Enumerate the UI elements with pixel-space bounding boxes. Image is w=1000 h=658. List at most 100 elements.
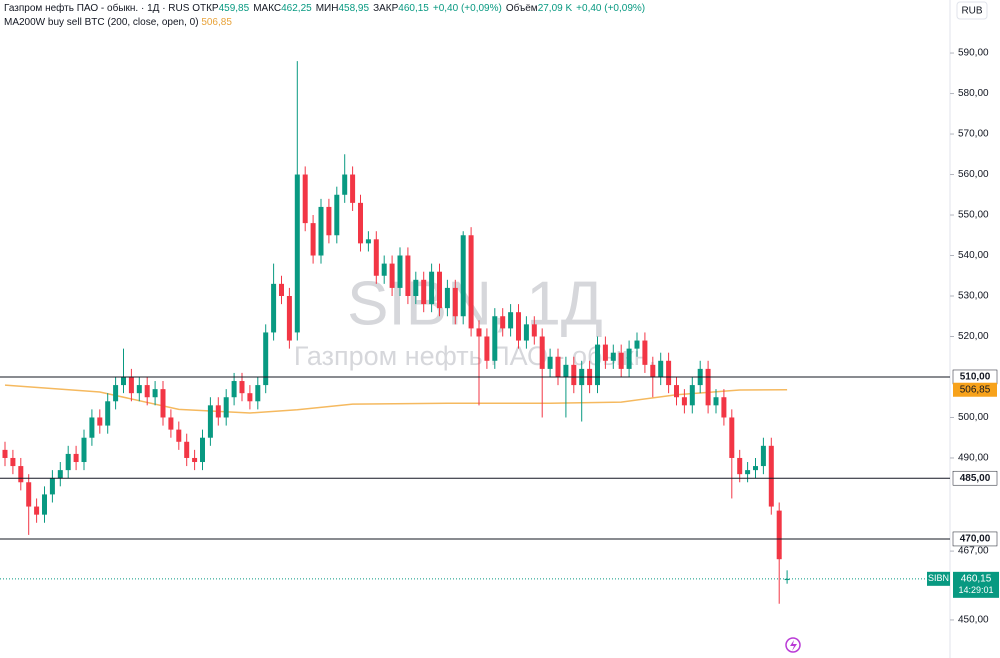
- event-icon[interactable]: [785, 637, 801, 653]
- candle-body: [18, 466, 24, 483]
- candle-body: [42, 494, 47, 515]
- header: Газпром нефть ПАО - обыкн. · 1Д · RUS ОТ…: [4, 2, 649, 30]
- symbol: Газпром нефть ПАО - обыкн. · 1Д · RUS: [4, 3, 190, 14]
- candle-body: [389, 263, 395, 288]
- candle-body: [97, 417, 103, 426]
- candle-body: [381, 263, 387, 276]
- currency-box: [956, 1, 988, 20]
- candle-body: [737, 457, 743, 475]
- current-price: 460,15: [961, 573, 992, 584]
- stat-value: +0,40 (+0,09%): [576, 3, 646, 14]
- candle-body: [89, 417, 95, 438]
- current-name-box: [927, 571, 950, 586]
- candle-body: [721, 397, 727, 418]
- candle-body: [215, 405, 221, 418]
- candle-body: [121, 376, 126, 386]
- candle-body: [602, 344, 608, 361]
- candle-body: [334, 194, 340, 236]
- candle-body: [73, 453, 79, 463]
- y-tick-label: 520,00: [958, 331, 989, 342]
- candle-body: [563, 364, 569, 377]
- stat-value: 459,85: [218, 3, 250, 14]
- y-tick-label: 490,00: [958, 453, 989, 464]
- stat-value: 460,15: [398, 3, 429, 14]
- candle-body: [492, 316, 498, 361]
- candle-body: [468, 235, 474, 329]
- candle-body: [444, 287, 450, 309]
- candle-body: [523, 324, 529, 341]
- candle-body: [531, 324, 537, 337]
- candle-body: [484, 336, 490, 361]
- candle-body: [429, 271, 435, 305]
- candle-body: [326, 206, 332, 236]
- candle-body: [231, 381, 237, 398]
- stat-value: 27,09 K: [537, 3, 573, 14]
- candle-body: [571, 364, 577, 386]
- ma-label-box: [953, 382, 997, 397]
- candle-body: [184, 441, 190, 458]
- level-label: 485,00: [960, 473, 991, 484]
- candle-body: [460, 235, 466, 317]
- candle-body: [610, 352, 616, 361]
- candle-body: [318, 206, 324, 256]
- candle-body: [626, 348, 632, 369]
- current-price-box: [953, 571, 999, 598]
- candle-body: [49, 478, 55, 495]
- level-label-box: [952, 531, 998, 547]
- candle-body: [294, 174, 300, 333]
- candle-body: [160, 389, 166, 418]
- countdown: 14:29:01: [958, 585, 993, 595]
- indicator-line: MA200W buy sell BTC (200, close, open, 0…: [4, 16, 649, 30]
- candle-body: [618, 352, 624, 369]
- candle-body: [168, 417, 174, 430]
- candle-body: [508, 312, 514, 329]
- current-name: SIBN: [928, 573, 949, 583]
- candle-body: [57, 470, 63, 479]
- candle-body: [674, 385, 679, 398]
- candle-body: [247, 393, 253, 402]
- candle-body: [745, 470, 751, 475]
- candle-body: [397, 255, 403, 288]
- indicator-name: MA200W buy sell BTC (200, close, open, 0…: [4, 17, 199, 28]
- candle-body: [128, 376, 134, 394]
- candle-body: [263, 332, 269, 386]
- candle-body: [634, 340, 640, 349]
- ma-label: 506,85: [960, 384, 991, 395]
- candle-body: [595, 344, 600, 386]
- candle-body: [784, 578, 790, 581]
- y-tick-label: 550,00: [958, 210, 989, 221]
- watermark-ticker: SIBN, 1Д: [347, 269, 603, 338]
- candle-body: [500, 316, 506, 329]
- candle-body: [81, 437, 87, 463]
- candle-body: [421, 279, 427, 305]
- candle-body: [713, 397, 719, 406]
- candle-body: [105, 401, 111, 426]
- stat-label: ОТКР: [192, 3, 219, 14]
- stat-value: 458,95: [338, 3, 370, 14]
- candle-body: [176, 429, 182, 442]
- candle-body: [768, 445, 774, 507]
- level-label: 470,00: [960, 534, 991, 545]
- stat-label: Объём: [505, 3, 538, 14]
- candle-body: [476, 328, 482, 337]
- stat-label: МИН: [315, 3, 339, 14]
- candle-body: [760, 445, 766, 467]
- candle-body: [650, 364, 656, 377]
- header-line: Газпром нефть ПАО - обыкн. · 1Д · RUS ОТ…: [4, 2, 649, 16]
- candle-body: [642, 340, 648, 365]
- candle-body: [207, 405, 213, 438]
- candle-body: [705, 368, 711, 406]
- candle-body: [342, 174, 348, 195]
- stat-value: 462,25: [281, 3, 312, 14]
- candle-body: [144, 385, 150, 398]
- candle-body: [405, 255, 411, 296]
- candle-body: [776, 510, 782, 560]
- candle-body: [152, 389, 158, 398]
- level-label: 510,00: [960, 372, 991, 383]
- candle-body: [113, 385, 119, 402]
- watermark-name: Газпром нефть ПАО - обыкн.: [294, 341, 656, 371]
- y-tick-label: 560,00: [958, 169, 989, 180]
- stat-value: +0,40 (+0,09%): [432, 3, 502, 14]
